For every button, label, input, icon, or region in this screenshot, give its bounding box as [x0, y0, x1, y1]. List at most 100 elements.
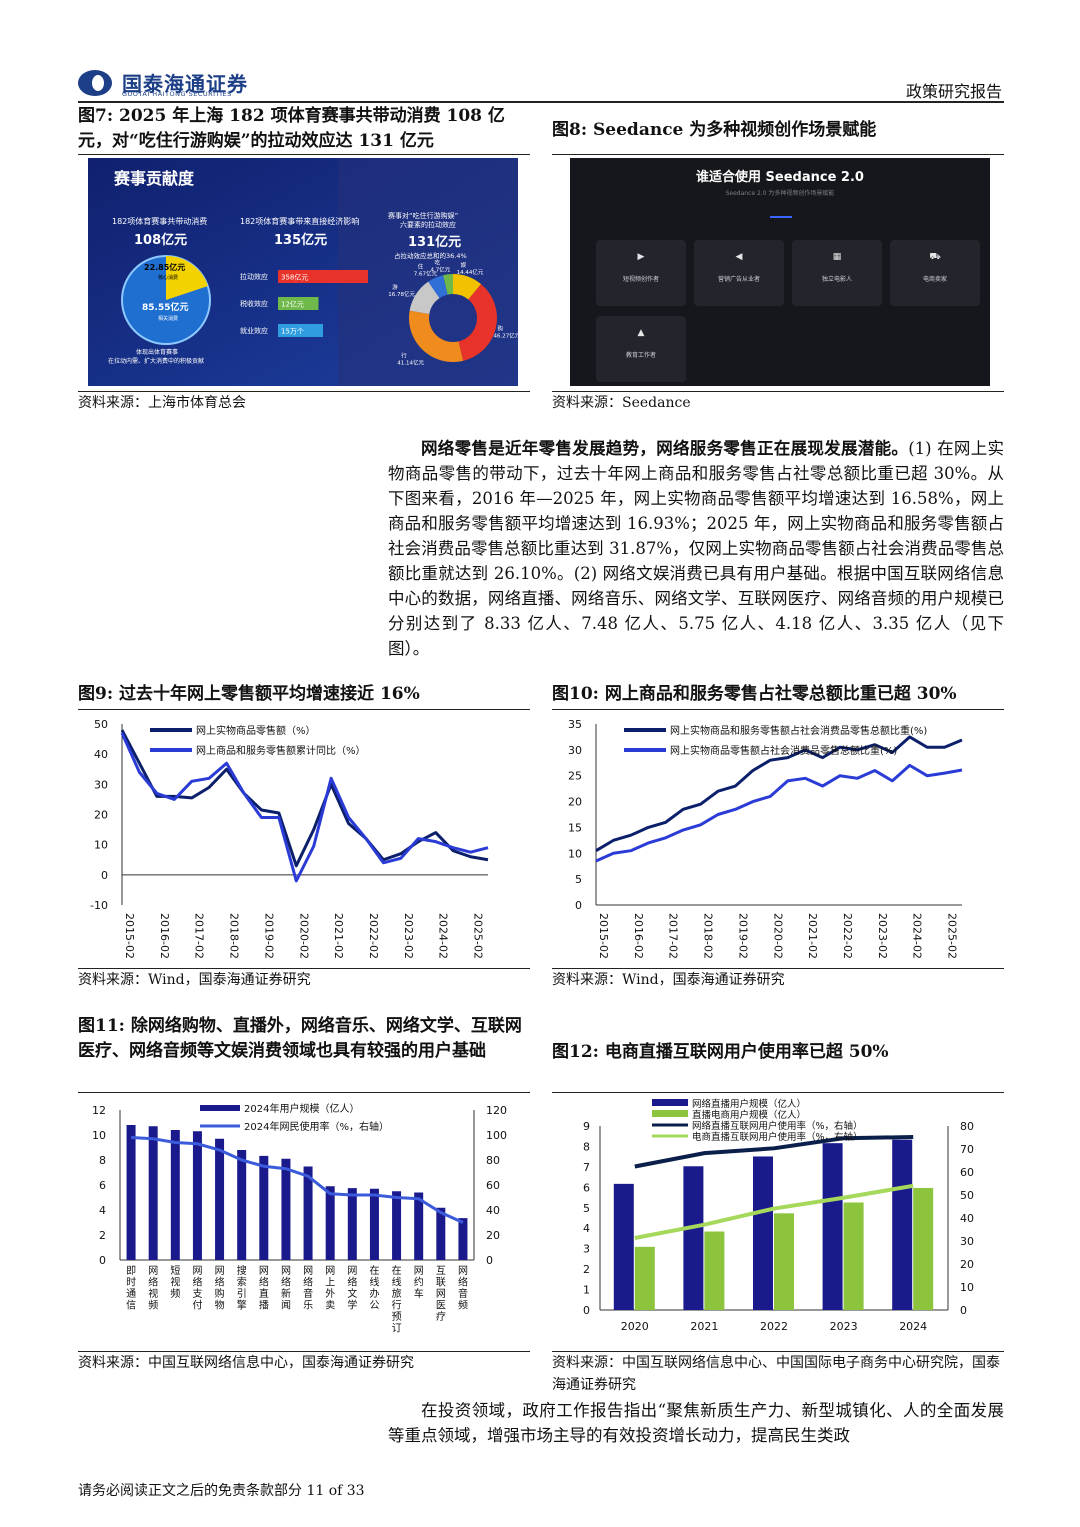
- bar: [913, 1187, 934, 1310]
- fig7-donut-value: 7.67亿元: [414, 270, 438, 278]
- bar: [892, 1139, 913, 1310]
- y-tick-label: 0: [101, 869, 108, 882]
- fig7-c3-value: 131亿元: [408, 234, 461, 250]
- legend-label: 电商直播互联网用户使用率（%，右轴）: [692, 1131, 863, 1143]
- x-tick-label: 2019-02: [736, 913, 749, 959]
- y-tick-label: 50: [94, 718, 108, 731]
- x-tick-label: 2017-02: [667, 913, 680, 959]
- x-tick-label: 2024: [899, 1320, 927, 1333]
- fig7-heading: 赛事贡献度: [113, 169, 195, 188]
- fig12-source: 资料来源：中国互联网络信息中心、中国国际电子商务中心研究院，国泰海通证券研究: [552, 1355, 1000, 1393]
- x-tick-label: 网络直播: [259, 1265, 269, 1312]
- x-tick-label: 2020-02: [297, 913, 310, 959]
- series-line: [595, 763, 963, 863]
- paragraph-1-rest: (1) 在网上实物商品零售的带动下，过去十年网上商品和服务零售占社零总额比重已超…: [388, 439, 1005, 658]
- fig7-pie-rel: 85.55亿元: [142, 301, 188, 313]
- bar: [753, 1156, 773, 1310]
- fig7-effect-bar: [278, 270, 368, 283]
- y-tick-label: 4: [99, 1204, 106, 1217]
- y2-tick-label: 40: [486, 1204, 500, 1217]
- x-tick-label: 2022: [760, 1320, 788, 1333]
- y-tick-label: 20: [568, 796, 582, 809]
- y-tick-label: 25: [568, 770, 582, 783]
- x-tick-label: 2025-02: [946, 913, 959, 959]
- y-tick-label: 2: [583, 1263, 590, 1276]
- paragraph-1-lead: 网络零售是近年零售发展趋势，网络服务零售正在展现发展潜能。: [421, 439, 909, 458]
- legend-label: 直播电商用户规模（亿人）: [692, 1109, 806, 1121]
- fig7-c1-label: 182项体育赛事共带动消费: [112, 216, 207, 226]
- fig8-source: 资料来源：Seedance: [552, 395, 691, 411]
- x-tick-label: 2023-02: [402, 913, 415, 959]
- bar: [259, 1155, 269, 1260]
- body-paragraph-1: 网络零售是近年零售发展趋势，网络服务零售正在展现发展潜能。(1) 在网上实物商品…: [388, 436, 1004, 661]
- x-tick-label: 即时通信: [126, 1265, 136, 1312]
- x-tick-label: 2015-02: [597, 913, 610, 959]
- series-line: [130, 1136, 464, 1224]
- y-tick-label: 0: [575, 899, 582, 912]
- x-tick-label: 2021-02: [332, 913, 345, 959]
- bar: [148, 1126, 158, 1260]
- x-tick-label: 2022-02: [841, 913, 854, 959]
- x-tick-label: 网络音频: [458, 1265, 468, 1312]
- fig11-title: 图11: 除网络购物、直播外，网络音乐、网络文学、互联网医疗、网络音频等文娱消费…: [78, 1016, 522, 1061]
- fig8-card-label: 独立电影人: [821, 276, 852, 283]
- x-tick-label: 2022-02: [367, 913, 380, 959]
- fig7-donut-value: 46.27亿元: [493, 331, 518, 339]
- y-tick-label: 30: [94, 778, 108, 791]
- fig7-donut-label: 吃: [434, 258, 440, 266]
- fig7-image: 赛事贡献度 182项体育赛事共带动消费 108亿元 22.85亿元 核心消费 8…: [88, 158, 518, 386]
- logo-mark-icon: [78, 70, 112, 96]
- fig7-c2-label: 182项体育赛事带来直接经济影响: [240, 216, 359, 226]
- legend-label: 网络直播互联网用户使用率（%，右轴）: [692, 1120, 863, 1132]
- y-tick-label: 0: [99, 1254, 106, 1267]
- y-tick-label: 40: [94, 748, 108, 761]
- legend-swatch: [652, 1099, 688, 1106]
- x-tick-label: 2020-02: [771, 913, 784, 959]
- fig7-donut-slice: [409, 310, 464, 362]
- y-tick-label: 10: [568, 847, 582, 860]
- y-tick-label: 5: [575, 873, 582, 886]
- x-tick-label: 在线旅行预订: [392, 1265, 402, 1335]
- fig12-rule: [552, 1092, 1004, 1093]
- x-tick-label: 短视频: [170, 1264, 180, 1300]
- fig11-chart: 024681012020406080100120即时通信网络视频短视频网络支付网…: [92, 1102, 507, 1335]
- x-tick-label: 2019-02: [262, 913, 275, 959]
- y2-tick-label: 50: [960, 1189, 974, 1202]
- y-tick-label: 15: [568, 821, 582, 834]
- bar: [237, 1150, 247, 1260]
- x-tick-label: 网约车: [414, 1265, 424, 1300]
- fig11-rule: [78, 1092, 530, 1093]
- series-line: [120, 729, 489, 868]
- series-line: [634, 1135, 914, 1169]
- bar: [347, 1188, 357, 1260]
- y2-tick-label: 80: [960, 1120, 974, 1133]
- fig8-image: 谁适合使用 Seedance 2.0 Seedance 2.0 为多种视频创作场…: [570, 158, 990, 386]
- fig7-donut-slice: [458, 284, 497, 361]
- fig7-c1-note: 体现出体育赛事 在拉动内需、扩大消费中的积极贡献: [108, 348, 204, 365]
- graduation-cap-icon: ▲: [637, 328, 645, 338]
- bar: [281, 1158, 291, 1260]
- legend-label: 网上实物商品零售额占社会消费品零售总额比重(%): [670, 744, 897, 757]
- bar: [215, 1138, 225, 1260]
- x-tick-label: 2024-02: [437, 913, 450, 959]
- x-tick-label: 2021: [690, 1320, 718, 1333]
- fig8-card: ▲ 教育工作者: [596, 316, 686, 382]
- bar: [392, 1191, 402, 1260]
- y-tick-label: 6: [583, 1181, 590, 1194]
- fig7-title: 图7: 2025 年上海 182 项体育赛事共带动消费 108 亿元，对“吃住行…: [78, 106, 505, 151]
- header-rule: [78, 101, 1004, 103]
- film-icon: ▦: [832, 252, 842, 262]
- bar: [369, 1188, 379, 1260]
- fig7-effect-bar: [278, 297, 319, 310]
- x-tick-label: 搜索引擎: [237, 1264, 247, 1312]
- x-tick-label: 2021-02: [806, 913, 819, 959]
- x-tick-label: 2015-02: [123, 913, 136, 959]
- y2-tick-label: 120: [486, 1104, 507, 1117]
- fig12-title: 图12: 电商直播互联网用户使用率已超 50%: [552, 1042, 889, 1062]
- y2-tick-label: 80: [486, 1154, 500, 1167]
- fig12-bottom-rule: [552, 1351, 1004, 1352]
- logo-text-en: GUOTAI HAITONG SECURITIES: [122, 90, 232, 98]
- fig7-donut-slice: [453, 274, 482, 300]
- bar: [414, 1192, 424, 1260]
